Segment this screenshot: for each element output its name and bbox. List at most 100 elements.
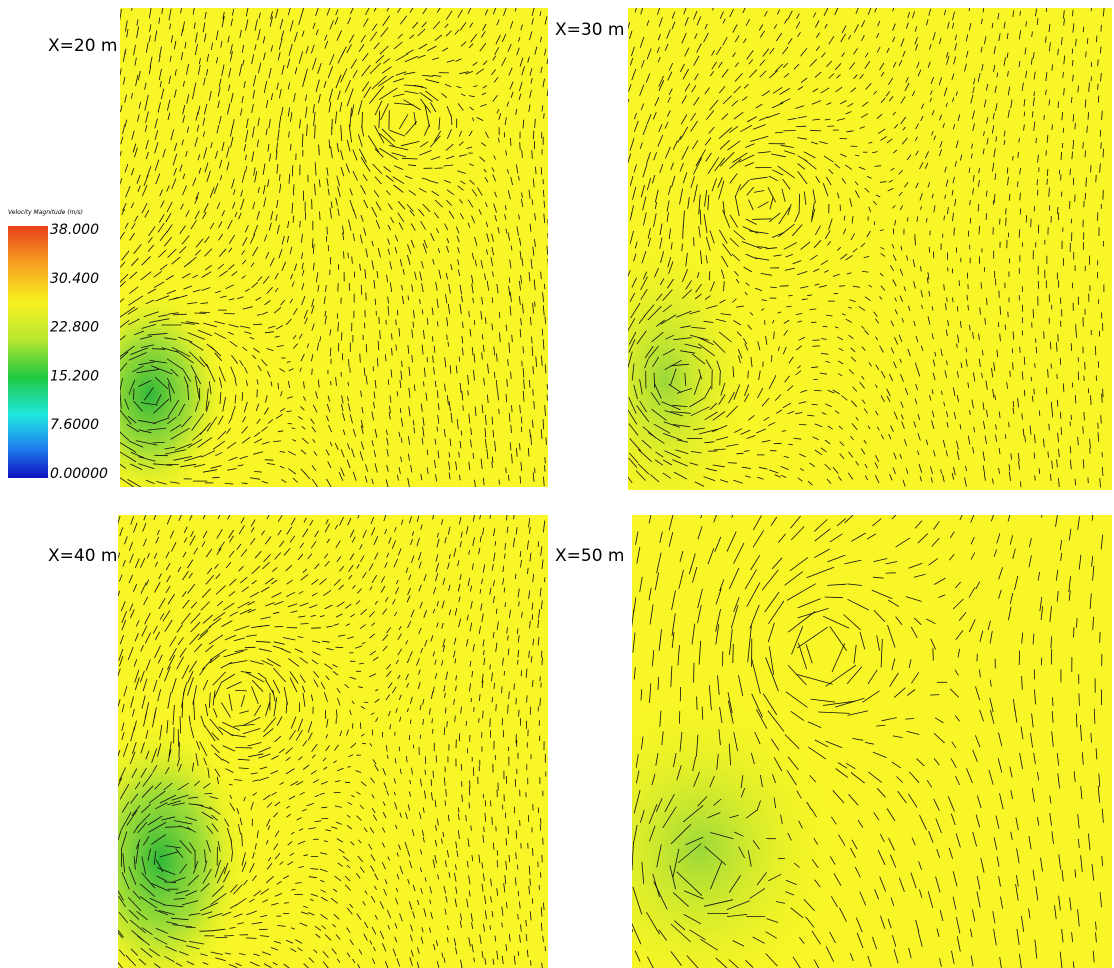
vector-glyph bbox=[1050, 341, 1052, 350]
vector-glyph bbox=[434, 438, 437, 445]
vector-glyph bbox=[459, 22, 467, 31]
vector-glyph bbox=[939, 140, 943, 148]
vector-glyph bbox=[703, 476, 716, 482]
vector-glyph bbox=[501, 57, 507, 67]
vector-glyph bbox=[1021, 82, 1024, 91]
vector-glyph bbox=[455, 461, 458, 471]
vector-glyph bbox=[159, 189, 164, 197]
vector-glyph bbox=[979, 630, 984, 643]
vector-glyph bbox=[751, 693, 763, 718]
vector-glyph bbox=[360, 722, 362, 730]
vector-glyph bbox=[313, 451, 318, 456]
vector-glyph bbox=[1055, 515, 1058, 527]
vector-glyph bbox=[738, 675, 744, 697]
vector-glyph bbox=[825, 740, 843, 749]
vector-glyph bbox=[465, 814, 467, 822]
vector-glyph bbox=[230, 366, 237, 380]
vector-glyph bbox=[216, 528, 223, 539]
vector-glyph bbox=[501, 922, 503, 928]
vector-glyph bbox=[787, 117, 797, 121]
vector-glyph bbox=[655, 293, 663, 302]
vector-glyph bbox=[972, 175, 975, 182]
vector-glyph bbox=[383, 166, 392, 173]
vector-glyph bbox=[241, 482, 248, 485]
vector-glyph bbox=[286, 396, 293, 399]
vector-glyph bbox=[719, 139, 731, 150]
vector-glyph bbox=[252, 354, 257, 360]
vector-glyph bbox=[350, 58, 358, 69]
vector-glyph bbox=[498, 113, 502, 120]
vector-glyph bbox=[531, 150, 533, 159]
vector-glyph bbox=[442, 47, 449, 52]
vector-glyph bbox=[864, 463, 868, 469]
vector-glyph bbox=[829, 856, 836, 865]
vector-glyph bbox=[495, 34, 501, 45]
vector-glyph bbox=[410, 538, 413, 546]
vector-glyph bbox=[716, 360, 722, 373]
vector-glyph bbox=[167, 312, 179, 315]
vector-glyph bbox=[423, 574, 427, 582]
vector-glyph bbox=[398, 327, 401, 337]
vector-glyph bbox=[972, 188, 974, 195]
vector-glyph bbox=[160, 200, 165, 208]
vector-glyph bbox=[811, 403, 818, 406]
vector-glyph bbox=[647, 228, 651, 239]
vector-glyph bbox=[767, 710, 785, 732]
vector-glyph bbox=[792, 224, 803, 237]
vector-glyph bbox=[454, 898, 457, 907]
vector-glyph bbox=[317, 285, 320, 292]
vector-glyph bbox=[340, 404, 344, 412]
vector-glyph bbox=[972, 86, 975, 94]
vector-glyph bbox=[177, 782, 189, 791]
vector-glyph bbox=[460, 531, 463, 538]
vector-glyph bbox=[346, 927, 351, 933]
vector-glyph bbox=[437, 248, 441, 254]
vector-glyph bbox=[1085, 51, 1087, 58]
vector-glyph bbox=[162, 610, 171, 622]
vector-glyph bbox=[865, 83, 872, 90]
vector-glyph bbox=[257, 365, 262, 372]
vector-glyph bbox=[850, 347, 856, 353]
vector-glyph bbox=[239, 817, 243, 826]
vector-glyph bbox=[360, 214, 364, 222]
vector-glyph bbox=[636, 405, 650, 423]
vector-glyph bbox=[210, 892, 227, 906]
vector-glyph bbox=[188, 660, 198, 673]
vector-glyph bbox=[868, 284, 873, 288]
vector-glyph bbox=[118, 668, 121, 678]
vector-glyph bbox=[703, 214, 708, 234]
vector-glyph bbox=[344, 875, 351, 882]
vector-glyph bbox=[754, 731, 761, 745]
vector-glyph bbox=[374, 379, 377, 389]
vector-glyph bbox=[795, 370, 802, 376]
vector-glyph bbox=[201, 541, 206, 547]
vector-glyph bbox=[297, 947, 303, 952]
vector-glyph bbox=[162, 148, 166, 158]
vector-glyph bbox=[530, 258, 533, 269]
vector-glyph bbox=[206, 825, 214, 834]
vector-glyph bbox=[320, 879, 325, 883]
vector-glyph bbox=[888, 837, 895, 851]
vector-glyph bbox=[285, 756, 291, 762]
vector-glyph bbox=[241, 586, 249, 593]
vector-glyph bbox=[1077, 838, 1080, 848]
vector-glyph bbox=[812, 189, 816, 203]
vector-glyph bbox=[1074, 122, 1076, 130]
vector-glyph bbox=[446, 245, 450, 253]
vector-glyph bbox=[386, 429, 388, 435]
vector-glyph bbox=[745, 218, 757, 225]
vector-glyph bbox=[993, 148, 996, 158]
vector-glyph bbox=[195, 192, 200, 200]
vector-glyph bbox=[481, 404, 484, 414]
vector-glyph bbox=[484, 957, 487, 965]
vector-glyph bbox=[829, 533, 843, 543]
vector-glyph bbox=[167, 800, 181, 806]
vector-glyph bbox=[156, 394, 162, 405]
vector-glyph bbox=[430, 691, 434, 700]
vector-glyph bbox=[1005, 208, 1007, 215]
vector-glyph bbox=[781, 430, 787, 432]
vector-glyph bbox=[326, 226, 328, 235]
vector-glyph bbox=[190, 726, 195, 739]
vector-glyph bbox=[843, 614, 861, 631]
vector-glyph bbox=[855, 8, 859, 14]
